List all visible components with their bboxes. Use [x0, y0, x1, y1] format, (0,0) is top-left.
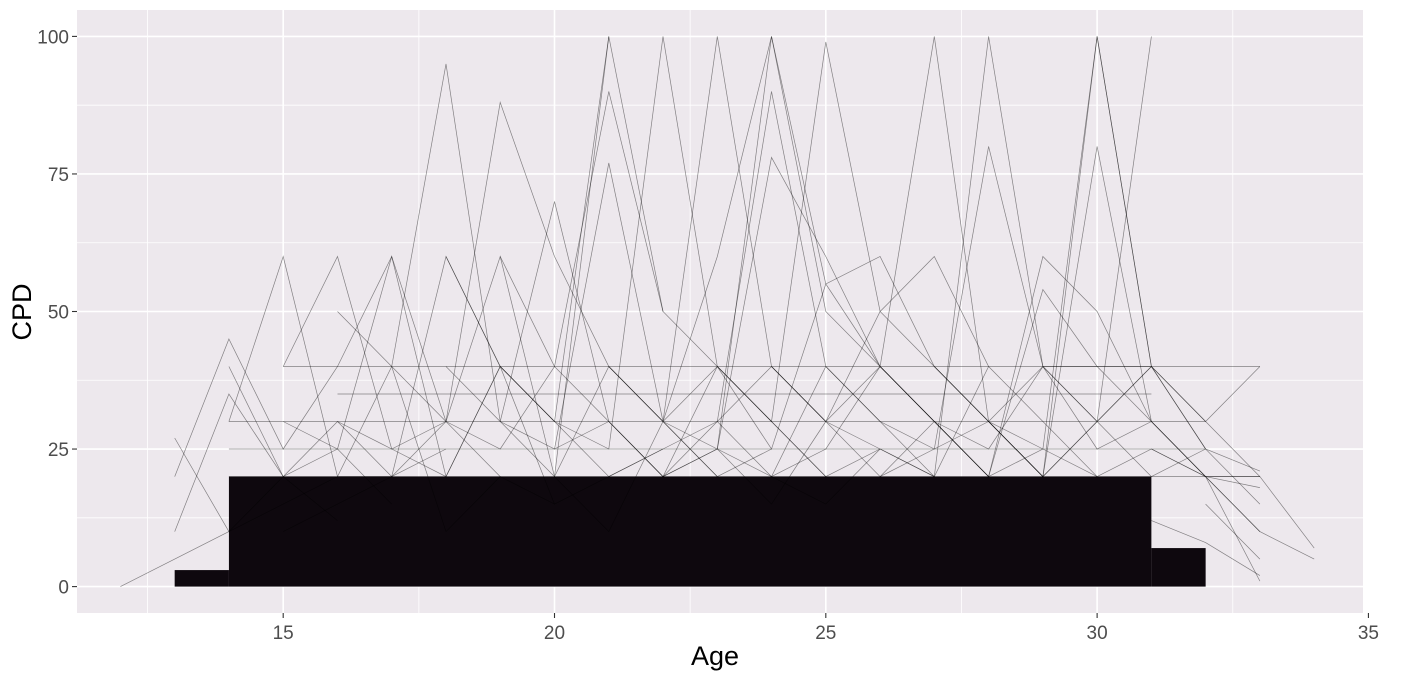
series-line [337, 101, 718, 477]
y-axis-title: CPD [7, 283, 37, 340]
y-tick-label: 75 [48, 165, 69, 186]
series-line [662, 36, 1152, 478]
y-tick-label: 0 [58, 578, 69, 599]
dense-data-region [174, 570, 229, 587]
series-line [1205, 503, 1261, 560]
series-line [283, 255, 664, 532]
x-axis-title: Age [691, 641, 739, 671]
dense-data-region [1151, 548, 1206, 587]
y-axis: 0 25 50 75 100 [37, 27, 77, 599]
series-line [608, 36, 1098, 478]
series-line [391, 63, 772, 533]
series-line [716, 36, 1152, 450]
series-line [228, 366, 447, 478]
x-tick-label: 15 [273, 623, 294, 644]
y-tick-label: 100 [37, 27, 69, 48]
series-line [120, 476, 392, 587]
series-line [934, 366, 1315, 549]
series-line [554, 41, 1044, 478]
series-line [391, 365, 827, 505]
series-line [282, 255, 501, 477]
series-line [825, 288, 1261, 478]
x-tick-label: 25 [815, 623, 836, 644]
x-tick-label: 35 [1358, 623, 1379, 644]
series-line [174, 437, 338, 533]
series-line [500, 36, 989, 478]
series-line [1151, 448, 1261, 532]
series-line [337, 36, 664, 478]
y-tick-label: 25 [48, 440, 69, 461]
dense-regions [174, 476, 1206, 587]
series-line [608, 36, 1098, 477]
series-line [1151, 520, 1261, 576]
series-line [174, 393, 392, 532]
x-tick-label: 30 [1087, 623, 1108, 644]
series-line [1096, 421, 1261, 505]
data-region [120, 36, 1315, 587]
series-line [879, 366, 1260, 488]
series-line [283, 255, 609, 505]
series-line [988, 365, 1315, 560]
series-line [716, 36, 1206, 478]
series-line [1205, 476, 1261, 582]
dense-data-region [228, 476, 1152, 587]
series-line [771, 255, 1206, 478]
series-line [174, 36, 610, 477]
x-axis: 15 20 25 30 35 [273, 613, 1379, 644]
x-tick-label: 20 [544, 623, 565, 644]
series-line [445, 36, 827, 477]
series-line [228, 255, 555, 533]
y-tick-label: 50 [48, 303, 69, 324]
series-line [445, 201, 881, 505]
series-line [1042, 366, 1261, 477]
series-line [771, 255, 1260, 478]
series-line [499, 91, 935, 478]
series-lines [120, 36, 1315, 587]
series-line [662, 146, 1152, 478]
series-line [554, 36, 989, 477]
